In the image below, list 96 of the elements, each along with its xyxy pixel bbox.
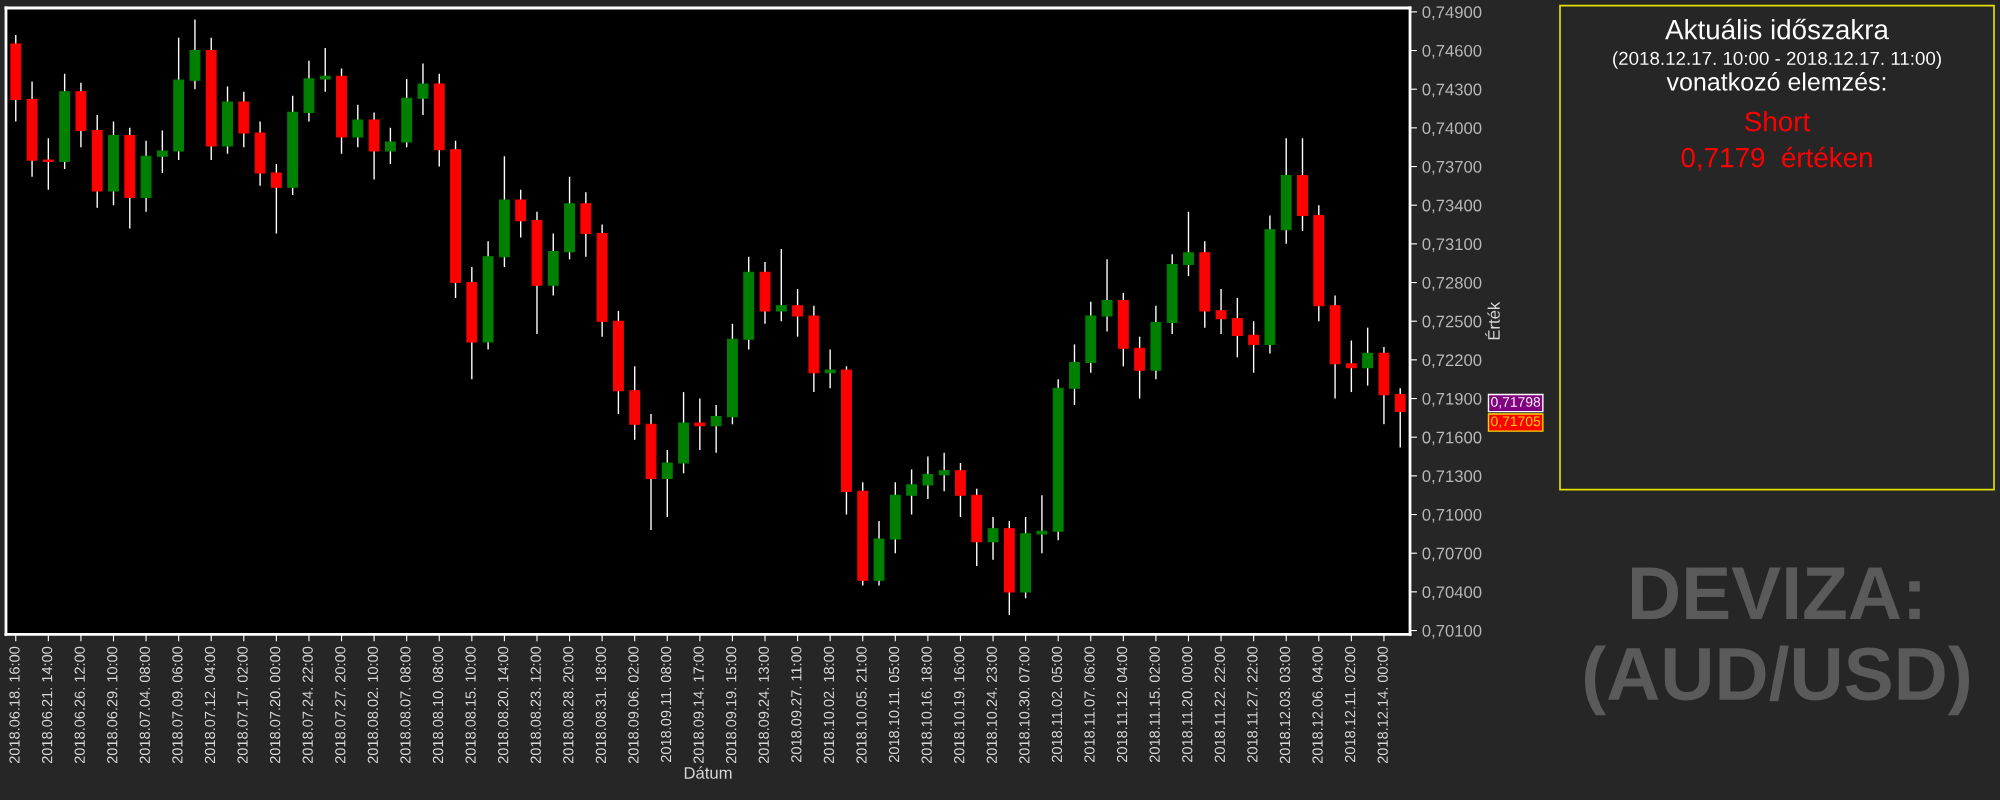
x-tick-label: 2018.07.24. 22:00 <box>302 646 313 764</box>
candlestick <box>922 455 934 500</box>
text: 0,71705 <box>1491 416 1541 428</box>
x-tick-label: 2018.08.20. 14:00 <box>497 646 509 764</box>
x-tick-label: 2018.11.07. 06:00 <box>1084 646 1095 762</box>
y-tick-label: 0,72800 <box>1422 276 1482 291</box>
x-tick-label: 2018.11.02. 05:00 <box>1051 646 1063 762</box>
candlestick <box>1183 210 1194 277</box>
candlestick <box>694 397 706 451</box>
x-tick-label: 2018.07.20. 00:00 <box>269 646 281 764</box>
x-tick-label: 2018.08.07. 08:00 <box>400 646 411 764</box>
y-tick-label: 0,72500 <box>1422 315 1482 330</box>
candlestick <box>987 516 999 561</box>
candlestick <box>319 47 331 93</box>
y-tick-label: 0,70400 <box>1422 586 1482 601</box>
x-tick-label: 2018.11.27. 22:00 <box>1247 646 1258 762</box>
x-tick-label: 2018.11.15. 02:00 <box>1149 646 1160 762</box>
x-tick-label: 2018.12.14. 00:00 <box>1377 646 1388 764</box>
candlestick <box>792 288 804 338</box>
y-tick-label: 0,74600 <box>1422 44 1482 59</box>
y-tick-label: 0,74300 <box>1422 83 1482 98</box>
x-tick-label: 2018.09.14. 17:00 <box>693 646 704 764</box>
x-tick-label: 2018.07.04. 08:00 <box>139 646 150 764</box>
text: 0,71798 <box>1491 396 1541 409</box>
x-tick-label: 2018.08.31. 18:00 <box>595 646 607 764</box>
x-axis-title: Dátum <box>684 766 732 779</box>
x-tick-label: 2018.10.16. 18:00 <box>921 646 932 764</box>
y-tick-label: 0,74900 <box>1422 6 1482 21</box>
candlestick <box>156 129 168 174</box>
y-tick-label: 0,72200 <box>1422 354 1482 369</box>
y-tick-label: 0,70100 <box>1422 624 1482 639</box>
x-tick-label: 2018.10.24. 23:00 <box>986 646 997 764</box>
x-tick-label: 2018.11.12. 04:00 <box>1116 646 1128 762</box>
candlestick <box>1394 387 1406 449</box>
candlestick <box>352 103 364 148</box>
y-tick-label: 0,73400 <box>1422 199 1482 214</box>
y-tick-label: 0,73700 <box>1422 160 1482 175</box>
x-tick-label: 2018.11.22. 22:00 <box>1214 646 1225 762</box>
x-tick-label: 2018.10.02. 18:00 <box>823 646 835 764</box>
x-tick-label: 2018.10.11. 05:00 <box>888 646 900 762</box>
x-tick-label: 2018.08.28. 20:00 <box>563 646 574 764</box>
candlestick <box>938 451 950 493</box>
x-tick-label: 2018.07.09. 06:00 <box>172 646 183 764</box>
candlestick <box>1248 320 1260 374</box>
x-tick-label: 2018.08.02. 10:00 <box>367 646 379 764</box>
y-axis-title: Érték <box>1485 301 1500 340</box>
x-tick-label: 2018.11.20. 00:00 <box>1182 646 1193 762</box>
x-tick-label: 2018.06.18. 16:00 <box>9 646 20 764</box>
candlestick <box>661 449 673 518</box>
text: Short <box>1745 111 1810 132</box>
candlestick <box>775 248 787 322</box>
x-tick-label: 2018.10.19. 16:00 <box>954 646 965 764</box>
x-tick-label: 2018.09.27. 11:00 <box>791 646 802 762</box>
candlestick <box>1101 258 1113 333</box>
candlestick <box>906 468 918 516</box>
x-tick-label: 2018.09.24. 13:00 <box>758 646 769 764</box>
x-tick-label: 2018.06.21. 14:00 <box>41 646 53 764</box>
text: vonatkozó elemzés: <box>1666 72 1886 91</box>
x-tick-label: 2018.10.30. 07:00 <box>1019 646 1030 764</box>
x-tick-label: 2018.07.27. 20:00 <box>335 646 346 764</box>
candlestick <box>270 163 282 235</box>
x-tick-label: 2018.06.26. 12:00 <box>74 646 85 764</box>
candlestick <box>1215 288 1227 335</box>
candlestick <box>1231 297 1243 358</box>
x-tick-label: 2018.08.15. 10:00 <box>465 646 476 764</box>
y-tick-label: 0,70700 <box>1422 547 1482 562</box>
y-tick-label: 0,74000 <box>1422 122 1482 137</box>
y-tick-label: 0,73100 <box>1422 238 1482 253</box>
x-tick-label: 2018.07.12. 04:00 <box>204 646 216 764</box>
x-tick-label: 2018.09.11. 08:00 <box>660 646 672 762</box>
candlestick <box>1036 494 1048 554</box>
text: Aktuális időszakra <box>1665 18 1889 40</box>
x-tick-label: 2018.07.17. 02:00 <box>237 646 248 764</box>
x-tick-label: 2018.12.06. 04:00 <box>1312 646 1323 764</box>
y-tick-label: 0,71900 <box>1422 392 1482 407</box>
candlestick <box>710 404 722 454</box>
candlestick <box>1362 326 1374 387</box>
candlestick <box>515 189 527 239</box>
y-tick-label: 0,71600 <box>1422 431 1482 446</box>
candlestick <box>1134 335 1146 400</box>
candlestick <box>417 62 429 116</box>
text: (2018.12.17. 10:00 - 2018.12.17. 11:00) <box>1613 51 1941 69</box>
y-tick-label: 0,71300 <box>1422 470 1482 485</box>
x-tick-label: 2018.06.29. 10:00 <box>107 646 118 764</box>
x-tick-label: 2018.08.10. 08:00 <box>432 646 444 764</box>
x-tick-label: 2018.09.19. 15:00 <box>726 646 737 764</box>
x-tick-label: 2018.08.23. 12:00 <box>530 646 541 764</box>
x-tick-label: 2018.09.06. 02:00 <box>628 646 639 764</box>
x-tick-label: 2018.12.03. 03:00 <box>1279 646 1291 764</box>
candlestick <box>42 137 54 191</box>
y-tick-label: 0,71000 <box>1422 508 1482 523</box>
x-tick-label: 2018.12.11. 02:00 <box>1344 646 1356 762</box>
candlestick <box>1345 339 1357 393</box>
text: 0,7179 értéken <box>1681 146 1872 171</box>
x-tick-label: 2018.10.05. 21:00 <box>856 646 867 764</box>
candlestick <box>384 127 396 165</box>
